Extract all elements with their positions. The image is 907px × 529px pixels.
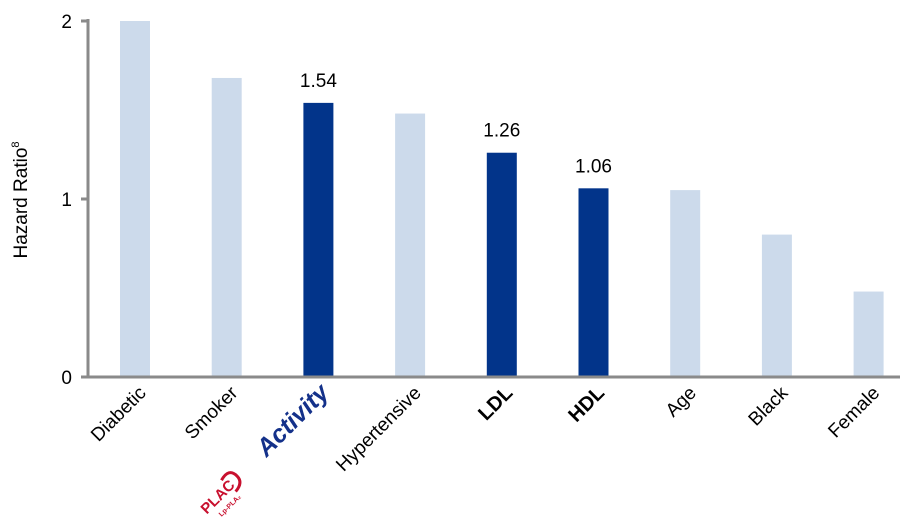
labels-group: 0 1 2 Diabetic Smoker 1.54 ActivityPLACLp-PLA₂… <box>61 12 884 518</box>
bar-ldl <box>486 152 517 377</box>
y-axis-title-superscript: 8 <box>10 141 22 147</box>
x-tick-label-activity: Activity <box>250 378 335 463</box>
x-tick-label-hdl: HDL <box>564 382 609 427</box>
x-tick-label-hypertensive: Hypertensive <box>332 383 425 476</box>
y-tick-label: 0 <box>61 368 72 389</box>
bar-hdl <box>578 188 609 377</box>
data-label-ldl: 1.26 <box>483 121 520 142</box>
x-tick-label-female: Female <box>824 383 884 443</box>
y-tick-label: 1 <box>61 190 72 211</box>
bar-black <box>761 234 792 377</box>
plac-logo-swoosh <box>220 471 242 493</box>
x-tick-label-age: Age <box>662 383 701 422</box>
bars-group <box>120 21 884 378</box>
y-axis-title: Hazard Ratio8 <box>10 141 32 258</box>
x-tick-label-ldl: LDL <box>474 382 517 425</box>
y-tick-label: 2 <box>61 12 72 33</box>
x-tick-label-diabetic: Diabetic <box>87 383 150 446</box>
plac-logo-text: PLAC <box>198 477 239 518</box>
data-label-hdl: 1.06 <box>575 156 612 177</box>
bar-female <box>853 291 884 377</box>
x-tick-label-smoker: Smoker <box>181 382 243 444</box>
x-tick-label-black: Black <box>745 382 793 430</box>
bar-activity <box>303 102 334 377</box>
bar-smoker <box>211 77 242 378</box>
bar-hypertensive <box>395 113 426 377</box>
data-label-activity: 1.54 <box>300 71 337 92</box>
bar-age <box>670 190 701 377</box>
y-axis-title-text: Hazard Ratio <box>11 148 32 259</box>
bar-diabetic <box>120 21 150 377</box>
